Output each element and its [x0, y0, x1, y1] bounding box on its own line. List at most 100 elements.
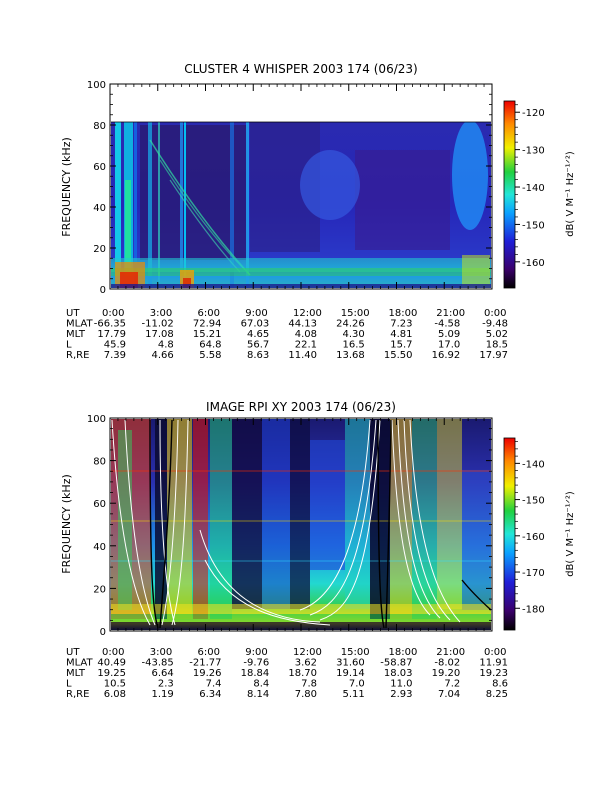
ephemeris-cell: 4.8: [158, 340, 174, 351]
panel-2-spectrogram: [111, 419, 491, 630]
ephemeris-cell: 5.11: [342, 689, 364, 700]
y-tick-label: 60: [93, 499, 106, 510]
ephemeris-cell: 17.0: [438, 340, 460, 351]
ephemeris-cell: 17.79: [97, 329, 126, 340]
y-tick-label: 40: [93, 203, 106, 214]
ephemeris-cell: 11.0: [390, 679, 412, 690]
ephemeris-cell: 7.39: [104, 350, 126, 361]
y-tick-label: 100: [87, 80, 106, 91]
panel-2-ephemeris: UTMLATMLTLR,RE0:0040.4919.2510.56.083:00…: [66, 647, 508, 700]
ephemeris-cell: 15:00: [341, 308, 370, 319]
ephemeris-row-label: MLT: [66, 668, 86, 679]
ephemeris-cell: 17.08: [145, 329, 174, 340]
ephemeris-cell: 7.2: [444, 679, 460, 690]
ephemeris-cell: 64.8: [199, 340, 221, 351]
panel-2-colorbar-ticks: -140 -150 -160 -170 -180: [515, 441, 545, 615]
ephemeris-row-label: L: [66, 340, 72, 351]
panel-2-title: IMAGE RPI XY 2003 174 (06/23): [206, 400, 396, 414]
y-tick-label: 80: [93, 121, 106, 132]
ephemeris-cell: 6.34: [199, 689, 221, 700]
ephemeris-cell: 19.23: [479, 668, 508, 679]
ephemeris-cell: 15.21: [193, 329, 222, 340]
panel-2-x-axis: [109, 418, 493, 631]
ephemeris-cell: 18.70: [288, 668, 317, 679]
ephemeris-cell: 7.0: [349, 679, 365, 690]
ephemeris-cell: 8.6: [492, 679, 508, 690]
ephemeris-cell: 3:00: [150, 308, 172, 319]
y-tick-label: 0: [100, 285, 106, 296]
ephemeris-cell: 8.4: [253, 679, 269, 690]
ephemeris-cell: -58.87: [380, 658, 412, 669]
ephemeris-cell: 5.58: [199, 350, 221, 361]
ephemeris-cell: 5.09: [438, 329, 460, 340]
ephemeris-row-label: UT: [66, 308, 80, 319]
ephemeris-cell: 12:00: [293, 647, 322, 658]
ephemeris-cell: 7.04: [438, 689, 460, 700]
ephemeris-cell: 5.02: [486, 329, 508, 340]
ephemeris-cell: 3:00: [150, 647, 172, 658]
ephemeris-cell: 8.14: [247, 689, 269, 700]
ephemeris-cell: 3.62: [295, 658, 317, 669]
ephemeris-cell: 16.92: [432, 350, 461, 361]
y-tick-label: 60: [93, 162, 106, 173]
ephemeris-cell: 0:00: [484, 308, 506, 319]
colorbar-tick-label: -150: [522, 496, 545, 507]
ephemeris-cell: 4.08: [295, 329, 317, 340]
ephemeris-cell: 7.23: [390, 319, 412, 330]
ephemeris-cell: 9:00: [245, 647, 267, 658]
panel-1-spectrogram: [111, 122, 491, 288]
ephemeris-cell: -8.02: [434, 658, 460, 669]
ephemeris-cell: -9.48: [482, 319, 508, 330]
colorbar-tick-label: -170: [522, 568, 545, 579]
ephemeris-cell: 18:00: [389, 308, 418, 319]
ephemeris-cell: -21.77: [189, 658, 221, 669]
y-tick-label: 20: [93, 244, 106, 255]
panel-1-title: CLUSTER 4 WHISPER 2003 174 (06/23): [184, 62, 417, 76]
ephemeris-cell: 7.80: [295, 689, 317, 700]
panel-2-colorbar: [503, 437, 516, 631]
colorbar-tick-label: -160: [522, 532, 545, 543]
ephemeris-cell: 0:00: [102, 647, 124, 658]
ephemeris-cell: 2.3: [158, 679, 174, 690]
ephemeris-cell: 8.63: [247, 350, 269, 361]
ephemeris-cell: 19.20: [432, 668, 461, 679]
ephemeris-cell: 22.1: [295, 340, 317, 351]
ephemeris-cell: 18.84: [241, 668, 270, 679]
ephemeris-cell: 7.4: [206, 679, 222, 690]
ephemeris-cell: 16.5: [342, 340, 364, 351]
ephemeris-cell: 19.26: [193, 668, 222, 679]
ephemeris-cell: 15.50: [384, 350, 413, 361]
panel-1-colorbar-label: dB( V M⁻¹ Hz⁻¹ᐟ²): [565, 151, 576, 237]
panel-2: IMAGE RPI XY 2003 174 (06/23): [60, 400, 576, 700]
ephemeris-cell: 2.93: [390, 689, 412, 700]
ephemeris-cell: 13.68: [336, 350, 365, 361]
ephemeris-cell: 19.14: [336, 668, 365, 679]
y-tick-label: 0: [100, 627, 106, 638]
colorbar-tick-label: -140: [522, 459, 545, 470]
ephemeris-cell: 15:00: [341, 647, 370, 658]
colorbar-tick-label: -150: [522, 220, 545, 231]
ephemeris-cell: 72.94: [193, 319, 222, 330]
ephemeris-cell: -11.02: [142, 319, 174, 330]
ephemeris-cell: 10.5: [104, 679, 126, 690]
ephemeris-cell: -66.35: [94, 319, 126, 330]
y-tick-label: 100: [87, 414, 106, 425]
ephemeris-cell: 4.30: [342, 329, 364, 340]
ephemeris-cell: 6.08: [104, 689, 126, 700]
y-tick-label: 20: [93, 584, 106, 595]
ephemeris-cell: 6:00: [198, 308, 220, 319]
y-tick-label: 80: [93, 457, 106, 468]
ephemeris-cell: 21:00: [436, 647, 465, 658]
panel-1-colorbar-ticks: -120 -130 -140 -150 -160: [515, 104, 545, 269]
ephemeris-cell: 15.7: [390, 340, 412, 351]
ephemeris-cell: 17.97: [479, 350, 508, 361]
ephemeris-cell: 19.25: [97, 668, 126, 679]
panel-1-ylabel: FREQUENCY (kHz): [60, 137, 73, 237]
ephemeris-cell: 31.60: [336, 658, 365, 669]
colorbar-tick-label: -180: [522, 604, 545, 615]
panel-1-x-axis: [109, 84, 493, 289]
ephemeris-cell: 1.19: [151, 689, 173, 700]
ephemeris-cell: 0:00: [484, 647, 506, 658]
ephemeris-cell: 40.49: [97, 658, 126, 669]
